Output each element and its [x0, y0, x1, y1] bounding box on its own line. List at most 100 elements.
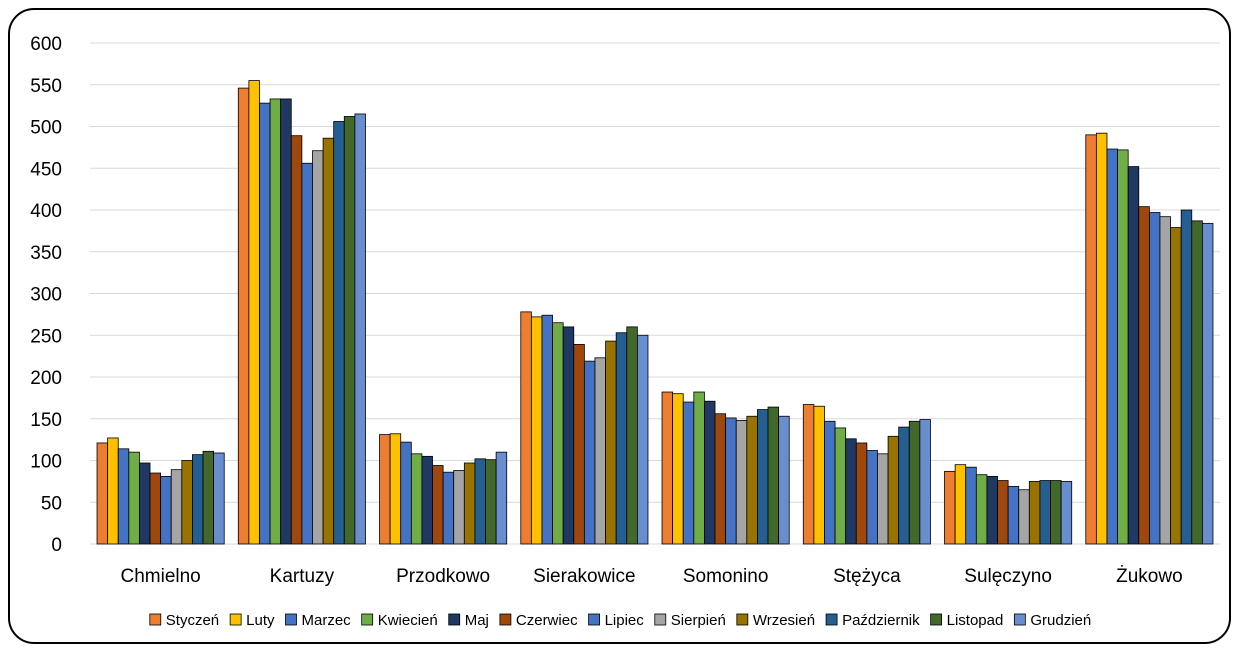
y-tick-label: 500 — [30, 118, 62, 139]
bar — [887, 435, 900, 545]
bar — [237, 87, 250, 545]
y-tick-label: 50 — [41, 493, 62, 514]
bar — [259, 102, 271, 545]
y-tick-label: 300 — [30, 285, 62, 306]
bar — [877, 453, 889, 545]
bar — [855, 442, 868, 545]
legend-label: Styczeń — [166, 612, 219, 629]
bar — [693, 391, 705, 545]
bar — [520, 311, 532, 545]
x-tick-label: Sierakowice — [533, 566, 635, 587]
legend-swatch — [930, 613, 943, 626]
legend-swatch — [448, 613, 461, 626]
bar — [672, 393, 684, 545]
bar — [986, 475, 998, 545]
y-tick-label: 0 — [51, 535, 62, 556]
bar — [813, 405, 825, 545]
bar — [965, 466, 977, 545]
y-tick-label: 250 — [30, 326, 62, 347]
bar — [1201, 222, 1214, 545]
y-tick-label: 350 — [30, 243, 62, 264]
bar — [333, 121, 345, 545]
legend-label: Czerwiec — [516, 612, 578, 629]
bar — [1148, 212, 1161, 545]
bar — [541, 314, 553, 545]
bar — [1095, 132, 1108, 545]
legend-label: Kwiecień — [378, 612, 438, 629]
bar — [594, 357, 606, 545]
legend-label: Wrzesień — [753, 612, 815, 629]
bar — [552, 322, 564, 545]
bar — [615, 332, 628, 545]
bar — [410, 453, 423, 545]
bar — [767, 406, 780, 545]
bar — [845, 438, 857, 545]
bar — [1106, 148, 1118, 545]
legend-swatch — [654, 613, 667, 626]
bar — [636, 334, 649, 545]
legend-label: Październik — [842, 612, 920, 629]
y-tick-label: 150 — [30, 410, 62, 431]
bar — [96, 442, 109, 545]
legend-label: Listopad — [947, 612, 1004, 629]
y-tick-label: 200 — [30, 368, 62, 389]
bar — [1039, 480, 1051, 545]
legend-label: Marzec — [302, 612, 352, 629]
bar — [269, 98, 282, 545]
bar — [1117, 149, 1129, 545]
bar — [573, 344, 585, 545]
bar — [107, 437, 119, 545]
bar — [1018, 489, 1030, 545]
bar — [866, 450, 878, 545]
bar — [605, 340, 617, 545]
legend-swatch — [588, 613, 600, 626]
bar — [725, 417, 737, 545]
bar — [682, 401, 695, 545]
legend-swatch — [149, 613, 162, 626]
bar — [128, 451, 140, 545]
y-tick-label: 400 — [30, 201, 62, 222]
legend-label: Maj — [465, 612, 489, 629]
bar — [583, 360, 596, 545]
bar — [322, 137, 335, 545]
x-tick-label: Sulęczyno — [964, 566, 1052, 587]
bar — [343, 116, 356, 545]
bar — [442, 471, 455, 545]
bar — [714, 413, 727, 545]
bar — [1028, 480, 1041, 545]
bar — [290, 135, 303, 545]
bar — [975, 474, 988, 545]
legend-swatch — [1013, 613, 1026, 626]
y-tick-label: 600 — [30, 34, 62, 55]
bar — [181, 460, 193, 545]
x-tick-label: Przodkowo — [396, 566, 490, 587]
bar — [735, 420, 748, 545]
bar — [389, 433, 402, 545]
bar — [944, 470, 956, 545]
bar — [1159, 216, 1171, 545]
bar — [117, 448, 130, 545]
legend-swatch — [285, 613, 297, 626]
bar — [997, 480, 1009, 545]
x-tick-label: Chmielno — [120, 566, 200, 587]
legend-label: Grudzień — [1030, 612, 1091, 629]
bar — [1191, 220, 1203, 545]
bar — [1180, 209, 1193, 545]
y-tick-label: 100 — [30, 452, 62, 473]
bar — [1170, 227, 1182, 545]
bar — [432, 465, 444, 545]
bar — [954, 464, 967, 545]
bar — [379, 434, 391, 545]
bar — [192, 454, 204, 545]
bar — [421, 455, 433, 545]
bar — [919, 419, 931, 545]
legend-swatch — [736, 613, 749, 626]
bar — [139, 462, 151, 545]
bar — [661, 391, 674, 545]
bar — [908, 420, 921, 545]
y-tick-label: 550 — [30, 76, 62, 97]
bar — [170, 469, 183, 545]
bar — [824, 420, 836, 545]
bar — [485, 459, 497, 545]
